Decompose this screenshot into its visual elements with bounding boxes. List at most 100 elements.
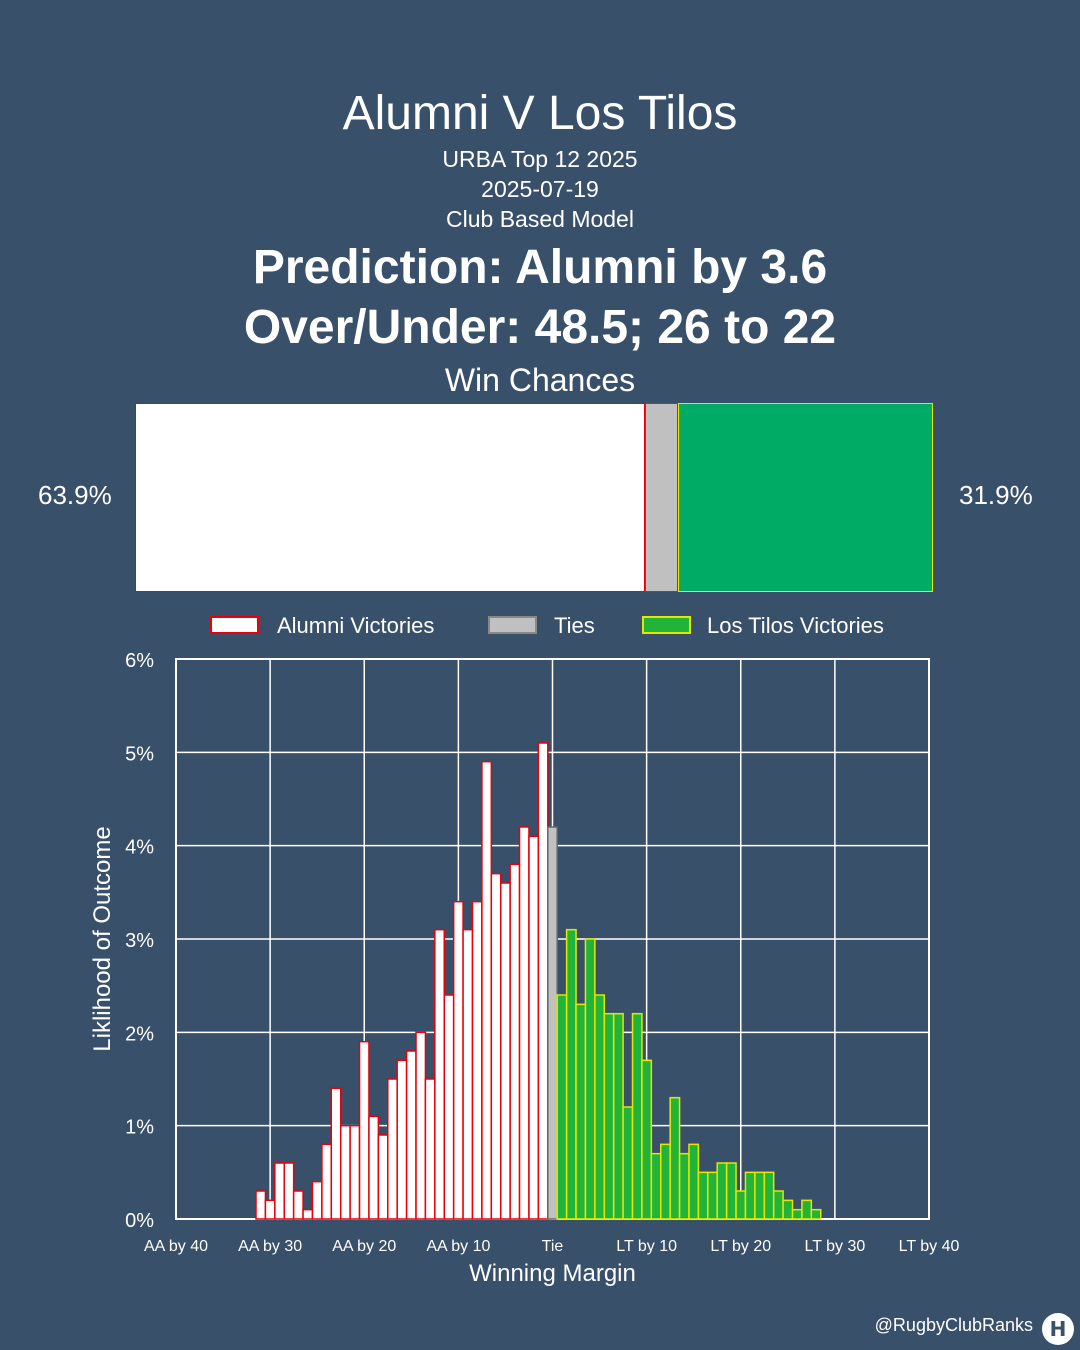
logo-icon: H xyxy=(1042,1313,1074,1345)
y-tick-label: 0% xyxy=(125,1210,154,1232)
tie-bar xyxy=(547,826,558,1220)
alumni-bar xyxy=(452,900,464,1220)
chart-title: Alumni V Los Tilos xyxy=(342,87,738,140)
model-label: Club Based Model xyxy=(446,206,634,232)
los-tilos-bar xyxy=(641,1059,653,1220)
x-tick-label: LT by 30 xyxy=(804,1238,865,1255)
los-tilos-win-segment xyxy=(678,403,933,592)
x-tick-label: LT by 10 xyxy=(616,1238,677,1255)
win-chance-bar xyxy=(135,403,933,592)
alumni-bar xyxy=(528,835,540,1220)
y-axis-label: Liklihood of Outcome xyxy=(89,826,116,1051)
x-tick-label: Tie xyxy=(542,1238,564,1255)
alumni-win-pct: 63.9% xyxy=(38,480,112,510)
legend-ties-label: Ties xyxy=(554,613,595,638)
footer-handle: @RugbyClubRanks xyxy=(874,1315,1033,1335)
win-chances-label: Win Chances xyxy=(444,362,636,398)
legend-ties-swatch xyxy=(488,616,537,634)
los-tilos-bar xyxy=(659,1143,671,1220)
alumni-bar xyxy=(349,1124,361,1220)
alumni-bar xyxy=(537,742,549,1220)
alumni-bar xyxy=(499,882,511,1220)
alumni-bar xyxy=(283,1162,295,1220)
los-tilos-bar xyxy=(612,1012,624,1220)
alumni-bar xyxy=(255,1190,267,1220)
over-under-text: Over/Under: 48.5; 26 to 22 xyxy=(243,301,837,354)
los-tilos-bar xyxy=(725,1162,737,1220)
los-tilos-win-pct: 31.9% xyxy=(959,480,1033,510)
alumni-bar xyxy=(490,872,502,1220)
legend-alumni-swatch xyxy=(210,616,259,634)
legend-alumni-label: Alumni Victories xyxy=(277,613,434,638)
los-tilos-bar xyxy=(810,1208,822,1220)
alumni-bar xyxy=(274,1162,285,1220)
x-axis-label: Winning Margin xyxy=(469,1260,636,1287)
margin-histogram: Alumni Victories Ties Los Tilos Victories A… xyxy=(89,613,960,1287)
y-tick-label: 4% xyxy=(125,837,154,859)
tie-segment xyxy=(644,403,679,592)
alumni-bar xyxy=(443,994,455,1220)
x-tick-label: AA by 10 xyxy=(426,1238,490,1255)
alumni-bar xyxy=(481,760,493,1220)
alumni-bar xyxy=(518,826,530,1220)
y-tick-label: 3% xyxy=(125,930,154,952)
x-tick-label: AA by 20 xyxy=(332,1238,396,1255)
alumni-bar xyxy=(358,1040,370,1220)
los-tilos-bar xyxy=(763,1171,775,1220)
los-tilos-bar xyxy=(650,1152,662,1220)
los-tilos-bar xyxy=(565,928,577,1220)
alumni-bar xyxy=(434,928,446,1220)
los-tilos-bar xyxy=(584,938,596,1220)
legend-los-tilos-swatch xyxy=(642,616,691,634)
los-tilos-bar xyxy=(603,1012,615,1220)
y-tick-label: 1% xyxy=(125,1117,154,1139)
alumni-win-segment xyxy=(135,403,645,592)
los-tilos-bar xyxy=(707,1171,718,1220)
los-tilos-bar xyxy=(716,1162,728,1220)
x-tick-label: AA by 30 xyxy=(238,1238,302,1255)
alumni-bar xyxy=(368,1115,380,1220)
alumni-bar xyxy=(292,1190,304,1220)
alumni-bar xyxy=(311,1180,323,1220)
alumni-bar xyxy=(387,1078,398,1220)
alumni-bar xyxy=(415,1031,427,1220)
alumni-bar xyxy=(396,1059,408,1220)
alumni-bar xyxy=(377,1134,389,1220)
alumni-bar xyxy=(321,1143,333,1220)
los-tilos-bar xyxy=(575,1003,587,1220)
alumni-bar xyxy=(302,1208,314,1220)
los-tilos-bar xyxy=(688,1143,700,1220)
los-tilos-bar xyxy=(735,1190,747,1220)
los-tilos-bar xyxy=(791,1208,803,1220)
los-tilos-bar xyxy=(556,994,568,1220)
alumni-bar xyxy=(471,900,483,1220)
los-tilos-bar xyxy=(669,1096,681,1220)
los-tilos-bar xyxy=(754,1171,766,1220)
competition-label: URBA Top 12 2025 xyxy=(442,146,638,172)
alumni-bar xyxy=(264,1199,276,1220)
los-tilos-bar xyxy=(678,1152,690,1220)
alumni-bar xyxy=(339,1124,351,1220)
los-tilos-bar xyxy=(631,1012,643,1220)
los-tilos-bar xyxy=(594,994,606,1220)
los-tilos-bar xyxy=(782,1199,794,1220)
alumni-bar xyxy=(330,1087,342,1220)
los-tilos-bar xyxy=(622,1106,634,1220)
legend-los-tilos-label: Los Tilos Victories xyxy=(707,613,884,638)
los-tilos-bar xyxy=(697,1171,709,1220)
match-date: 2025-07-19 xyxy=(481,176,599,202)
x-tick-label: LT by 20 xyxy=(710,1238,771,1255)
x-tick-label: LT by 40 xyxy=(899,1238,960,1255)
alumni-bar xyxy=(405,1050,417,1220)
y-tick-label: 5% xyxy=(125,743,154,765)
x-tick-label: AA by 40 xyxy=(144,1238,208,1255)
y-tick-label: 2% xyxy=(125,1023,154,1045)
alumni-bar xyxy=(462,928,474,1220)
alumni-bar xyxy=(424,1078,436,1220)
y-tick-label: 6% xyxy=(125,650,154,672)
los-tilos-bar xyxy=(801,1199,813,1220)
los-tilos-bar xyxy=(772,1190,784,1220)
prediction-text: Prediction: Alumni by 3.6 xyxy=(252,241,828,294)
los-tilos-bar xyxy=(744,1171,756,1220)
alumni-bar xyxy=(509,863,521,1220)
